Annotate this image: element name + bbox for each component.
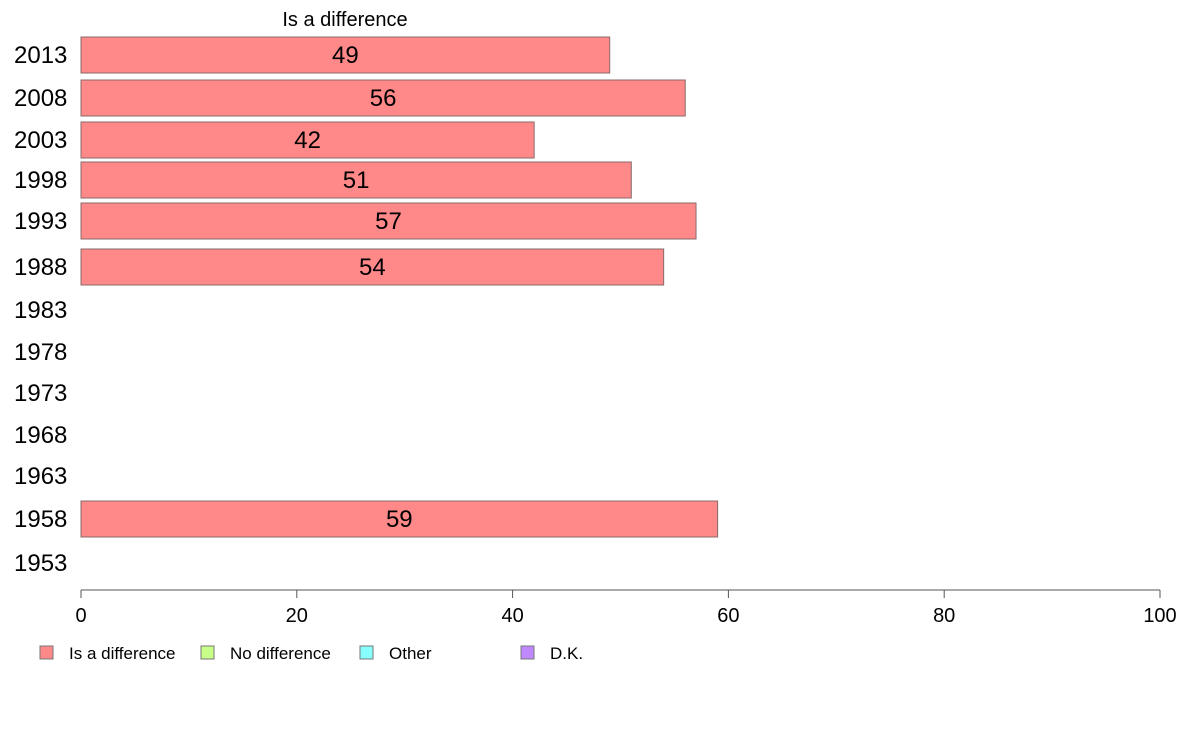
chart-title: Is a difference — [282, 9, 407, 31]
bar-1958 — [80, 500, 719, 538]
y-tick-label: 1963 — [14, 463, 67, 490]
y-tick-label: 1958 — [14, 506, 67, 533]
x-tick-label: 0 — [75, 605, 86, 627]
bar-1993 — [80, 202, 697, 240]
legend-label: Is a difference — [69, 644, 175, 663]
legend-swatch — [359, 645, 374, 660]
y-tick-label: 1978 — [14, 339, 67, 366]
bar-2008 — [80, 79, 686, 117]
bar-2013 — [80, 36, 611, 74]
bar-1998 — [80, 161, 632, 199]
x-tick-label: 100 — [1143, 605, 1176, 627]
bar-2003 — [80, 121, 535, 159]
x-axis: 0 20 40 60 80 100 — [75, 589, 1177, 627]
y-tick-label: 2013 — [14, 42, 67, 69]
y-tick-label: 2003 — [14, 127, 67, 154]
bar-value-label: 49 — [332, 42, 359, 69]
bar-value-label: 51 — [343, 167, 370, 194]
legend: Is a difference No difference Other D.K. — [39, 644, 583, 663]
bar-value-label: 54 — [359, 254, 386, 281]
legend-swatch — [200, 645, 215, 660]
legend-label: No difference — [230, 644, 331, 663]
legend-label: D.K. — [550, 644, 583, 663]
x-tick-label: 80 — [933, 605, 955, 627]
bar-value-label: 42 — [294, 127, 321, 154]
bar-value-label: 59 — [386, 506, 413, 533]
y-tick-label: 1973 — [14, 380, 67, 407]
y-tick-label: 1968 — [14, 422, 67, 449]
x-tick-label: 20 — [286, 605, 308, 627]
legend-swatch — [39, 645, 54, 660]
y-tick-label: 2008 — [14, 85, 67, 112]
y-tick-label: 1983 — [14, 297, 67, 324]
y-tick-label: 1953 — [14, 550, 67, 577]
bar-1988 — [80, 248, 665, 286]
legend-label: Other — [389, 644, 432, 663]
x-tick-label: 40 — [501, 605, 523, 627]
y-tick-label: 1988 — [14, 254, 67, 281]
bar-value-label: 56 — [370, 85, 397, 112]
bar-value-label: 57 — [375, 208, 402, 235]
y-axis-labels: 2013 2008 2003 1998 1993 1988 1983 1978 1973 1968… — [14, 42, 67, 577]
legend-swatch — [520, 645, 535, 660]
y-tick-label: 1998 — [14, 167, 67, 194]
x-tick-label: 60 — [717, 605, 739, 627]
y-tick-label: 1993 — [14, 208, 67, 235]
